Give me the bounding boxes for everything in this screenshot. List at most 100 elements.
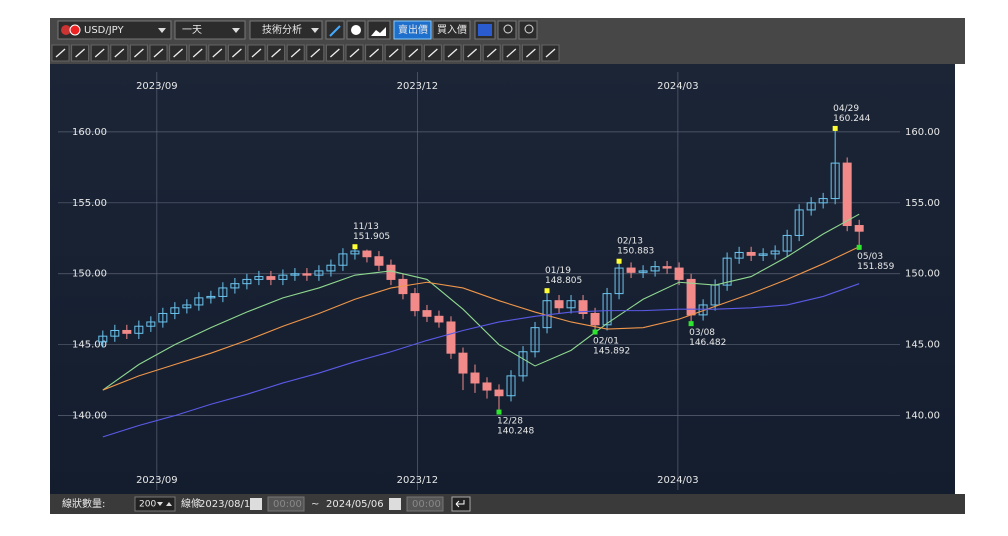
x-tick-label: 2024/03	[657, 81, 699, 92]
line-label: 線條	[181, 497, 201, 510]
calendar-button[interactable]	[250, 498, 262, 510]
tool-icon	[525, 48, 536, 58]
candle-body	[170, 307, 180, 314]
buy-button[interactable]	[432, 20, 471, 40]
candle-body	[122, 329, 132, 334]
tool-icon	[369, 48, 380, 58]
tool-icon	[94, 48, 105, 58]
annotation-date: 03/08	[689, 328, 715, 338]
dropdown-arrow	[311, 28, 319, 33]
candle-body	[590, 312, 600, 326]
candle-body	[698, 304, 708, 316]
candle-body	[830, 162, 840, 200]
dropdown-arrow	[158, 28, 166, 33]
candle-body	[746, 251, 756, 256]
annotation-price: 145.892	[593, 347, 630, 357]
candle-body	[266, 276, 276, 280]
tool-icon	[153, 48, 164, 58]
candle-body	[302, 273, 312, 276]
candle-body	[422, 310, 432, 317]
annotation-date: 01/19	[545, 266, 571, 276]
period: 一天	[182, 25, 202, 36]
x-tick-label: 2023/12	[397, 475, 439, 486]
candle-body	[842, 162, 852, 227]
annotation-marker	[616, 258, 622, 264]
x-tick-label: 2023/12	[397, 81, 439, 92]
flag-icon	[61, 25, 71, 35]
annotation-marker	[688, 321, 694, 327]
candle-body	[134, 325, 144, 334]
x-tick-label: 2023/09	[136, 81, 178, 92]
start-time-box[interactable]	[267, 496, 305, 512]
annotation-date: 02/13	[617, 237, 643, 247]
candle-body	[494, 389, 504, 397]
annotation-date: 12/28	[497, 417, 523, 427]
drawing-tools	[50, 42, 965, 64]
annotation-marker	[352, 244, 358, 250]
candle-body	[182, 304, 192, 309]
annotation-marker	[856, 244, 862, 250]
zoom-out-button[interactable]	[518, 20, 538, 40]
candle-body	[578, 300, 588, 314]
annotation-marker	[832, 125, 838, 131]
tool-icon	[231, 48, 242, 58]
y-tick-label: 160.00	[72, 127, 107, 138]
symbol-select[interactable]	[57, 20, 172, 40]
candle-body	[206, 295, 216, 299]
y-tick-label: 150.00	[905, 269, 940, 280]
y-tick-label: 145.00	[905, 340, 940, 351]
tool-icon	[486, 48, 497, 58]
tool-group	[51, 44, 560, 62]
candle-body	[98, 335, 108, 343]
candle-body	[278, 274, 288, 280]
annotation-date: 04/29	[833, 104, 859, 114]
annotation-date: 11/13	[353, 222, 379, 232]
candle-body	[734, 251, 744, 259]
candle-body	[218, 287, 228, 297]
tool-icon	[75, 48, 86, 58]
tool-icon	[545, 48, 556, 58]
candle-body	[530, 327, 540, 353]
calendar-button[interactable]	[389, 498, 401, 510]
y-tick-label: 145.00	[72, 340, 107, 351]
count-spinner[interactable]	[134, 496, 176, 512]
candle-body	[566, 300, 576, 309]
tool-icon	[271, 48, 282, 58]
separator: ~	[311, 499, 319, 510]
y-tick-label: 155.00	[72, 198, 107, 209]
candle-body	[410, 293, 420, 312]
count-label: 線狀數量:	[62, 497, 105, 510]
candle-body	[326, 264, 336, 272]
candle-body	[350, 250, 360, 255]
tool-icon	[212, 48, 223, 58]
moving-average-line	[102, 213, 860, 391]
moving-average-line	[102, 283, 860, 438]
area-button[interactable]	[367, 20, 391, 40]
candle-body	[650, 266, 660, 272]
candle-body	[782, 234, 792, 252]
candle-body	[314, 270, 324, 276]
period-select[interactable]	[174, 20, 246, 40]
annotation-date: 02/01	[593, 337, 619, 347]
candle-body	[158, 312, 168, 323]
candle-body	[506, 375, 516, 397]
area-icon	[371, 27, 386, 36]
candle-body	[194, 297, 204, 306]
zoom-in-button[interactable]	[497, 20, 517, 40]
y-tick-label: 155.00	[905, 198, 940, 209]
candle-body	[374, 256, 384, 266]
analysis-select[interactable]	[249, 20, 323, 40]
tool-icon	[427, 48, 438, 58]
annotation-price: 160.244	[833, 114, 870, 124]
sell-button[interactable]	[393, 20, 432, 40]
candle-body	[674, 267, 684, 280]
candle-body	[602, 293, 612, 326]
annotation-date: 05/03	[857, 252, 883, 262]
end-time-box[interactable]	[406, 496, 444, 512]
candle-body	[146, 321, 156, 327]
y-tick-label: 140.00	[72, 411, 107, 422]
chart: 140.00 140.00 145.00 145.00 150.00 150.00 155.…	[58, 72, 940, 490]
annotation-marker	[496, 409, 502, 415]
annotation-price: 151.859	[857, 262, 894, 272]
